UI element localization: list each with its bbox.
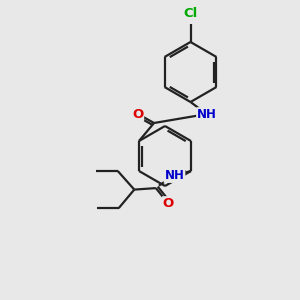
Text: NH: NH [197, 108, 217, 121]
Text: O: O [132, 107, 143, 121]
Text: NH: NH [164, 169, 184, 182]
Text: O: O [163, 197, 174, 210]
Text: Cl: Cl [183, 7, 198, 20]
